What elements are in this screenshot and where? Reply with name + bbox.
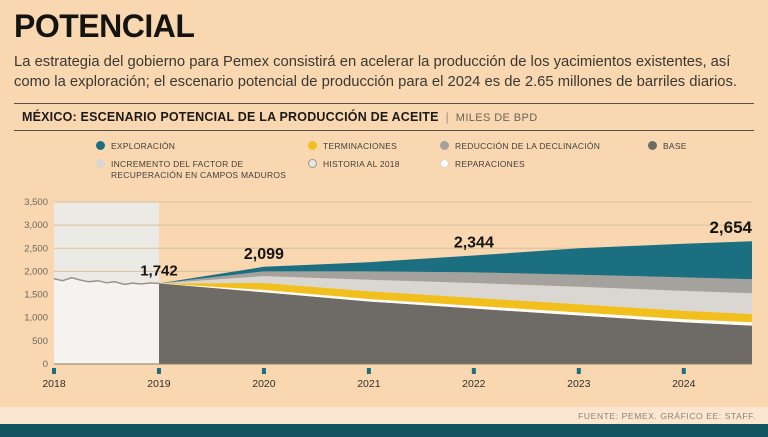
x-tick-label: 2018 bbox=[42, 378, 66, 390]
y-tick-label: 2,500 bbox=[24, 243, 48, 254]
legend-swatch-icon bbox=[440, 158, 449, 168]
legend-item: EXPLORACIÓN bbox=[96, 140, 308, 152]
area-reducción bbox=[159, 271, 752, 294]
area-exploración bbox=[159, 241, 752, 284]
x-tick-mark bbox=[156, 367, 161, 374]
legend-label: INCREMENTO DEL FACTOR DE RECUPERACIÓN EN… bbox=[111, 158, 287, 180]
history-line bbox=[53, 276, 160, 286]
chart-legend: EXPLORACIÓN TERMINACIONES REDUCCIÓN DE LA … bbox=[0, 140, 768, 181]
x-tick-label: 2024 bbox=[672, 378, 696, 390]
y-tick-label: 1,000 bbox=[24, 313, 48, 324]
legend-swatch-icon bbox=[308, 158, 317, 168]
chart-title: MÉXICO: ESCENARIO POTENCIAL DE LA PRODUC… bbox=[22, 109, 439, 124]
legend-swatch-icon bbox=[308, 140, 317, 150]
y-tick-label: 3,500 bbox=[24, 197, 48, 208]
y-tick-label: 0 bbox=[43, 359, 48, 370]
bottom-accent-bar bbox=[0, 424, 768, 437]
legend-label: REPARACIONES bbox=[455, 158, 525, 169]
history-area bbox=[54, 277, 159, 364]
legend-item: INCREMENTO DEL FACTOR DE RECUPERACIÓN EN… bbox=[96, 158, 308, 181]
legend-label: BASE bbox=[663, 140, 687, 151]
stacked-area-chart: 0 500 1,000 1,500 2,000 2,500 3,000 3,500 2018 20… bbox=[10, 188, 758, 413]
legend-item: BASE bbox=[648, 140, 768, 152]
chart-svg: 0 500 1,000 1,500 2,000 2,500 3,000 3,500 2018 20… bbox=[24, 197, 752, 390]
x-tick-label: 2019 bbox=[147, 378, 171, 390]
legend-item: HISTORIA AL 2018 bbox=[308, 158, 440, 170]
area-incremento bbox=[159, 276, 752, 314]
x-tick-mark bbox=[366, 367, 371, 374]
legend-row: INCREMENTO DEL FACTOR DE RECUPERACIÓN EN… bbox=[0, 158, 768, 181]
legend-swatch-icon bbox=[96, 140, 105, 150]
y-tick-label: 2,000 bbox=[24, 266, 48, 277]
value-annotation: 2,099 bbox=[244, 246, 284, 263]
x-tick-mark bbox=[576, 367, 581, 374]
x-tick-label: 2022 bbox=[462, 378, 486, 390]
x-tick-label: 2023 bbox=[567, 378, 591, 390]
y-tick-label: 500 bbox=[32, 336, 48, 347]
area-terminaciones bbox=[159, 282, 752, 323]
legend-label: EXPLORACIÓN bbox=[111, 140, 176, 151]
legend-label: HISTORIA AL 2018 bbox=[323, 158, 400, 169]
x-tick-mark bbox=[261, 367, 266, 374]
y-tick-label: 1,500 bbox=[24, 290, 48, 301]
legend-item: REDUCCIÓN DE LA DECLINACIÓN bbox=[440, 140, 648, 152]
chart-title-divider: | bbox=[445, 109, 449, 124]
x-tick-mark bbox=[471, 367, 476, 374]
legend-label: REDUCCIÓN DE LA DECLINACIÓN bbox=[455, 140, 601, 151]
legend-swatch-icon bbox=[96, 158, 105, 168]
x-tick-mark bbox=[681, 367, 686, 374]
legend-item: TERMINACIONES bbox=[308, 140, 440, 152]
x-tick-label: 2021 bbox=[357, 378, 381, 390]
source-credit-text: FUENTE: PEMEX. GRÁFICO EE: STAFF. bbox=[578, 410, 756, 421]
legend-row: EXPLORACIÓN TERMINACIONES REDUCCIÓN DE LA … bbox=[0, 140, 768, 152]
value-annotation: 2,654 bbox=[709, 218, 752, 237]
value-annotation: 1,742 bbox=[140, 262, 178, 279]
page-subtitle: La estrategia del gobierno para Pemex co… bbox=[14, 54, 738, 91]
x-tick-label: 2020 bbox=[252, 378, 276, 390]
legend-label: TERMINACIONES bbox=[323, 140, 398, 151]
area-base bbox=[159, 283, 752, 364]
chart-header: MÉXICO: ESCENARIO POTENCIAL DE LA PRODUC… bbox=[14, 102, 754, 131]
chart-units-label: MILES DE BPD bbox=[455, 111, 538, 124]
legend-swatch-icon bbox=[648, 140, 657, 150]
legend-swatch-icon bbox=[440, 140, 449, 150]
value-annotation: 2,344 bbox=[454, 234, 494, 251]
x-tick-mark bbox=[52, 367, 56, 374]
page-title: POTENCIAL bbox=[14, 8, 195, 44]
y-tick-label: 3,000 bbox=[24, 220, 48, 231]
legend-item: REPARACIONES bbox=[440, 158, 648, 170]
area-reparaciones bbox=[159, 283, 752, 326]
source-credit-bar: FUENTE: PEMEX. GRÁFICO EE: STAFF. bbox=[0, 407, 768, 424]
